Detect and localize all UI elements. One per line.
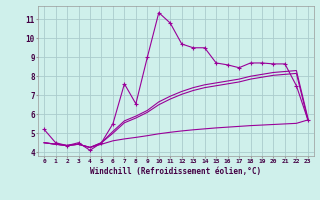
X-axis label: Windchill (Refroidissement éolien,°C): Windchill (Refroidissement éolien,°C) [91, 167, 261, 176]
